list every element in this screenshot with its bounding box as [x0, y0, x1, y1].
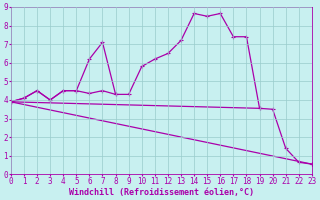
X-axis label: Windchill (Refroidissement éolien,°C): Windchill (Refroidissement éolien,°C) — [69, 188, 254, 197]
